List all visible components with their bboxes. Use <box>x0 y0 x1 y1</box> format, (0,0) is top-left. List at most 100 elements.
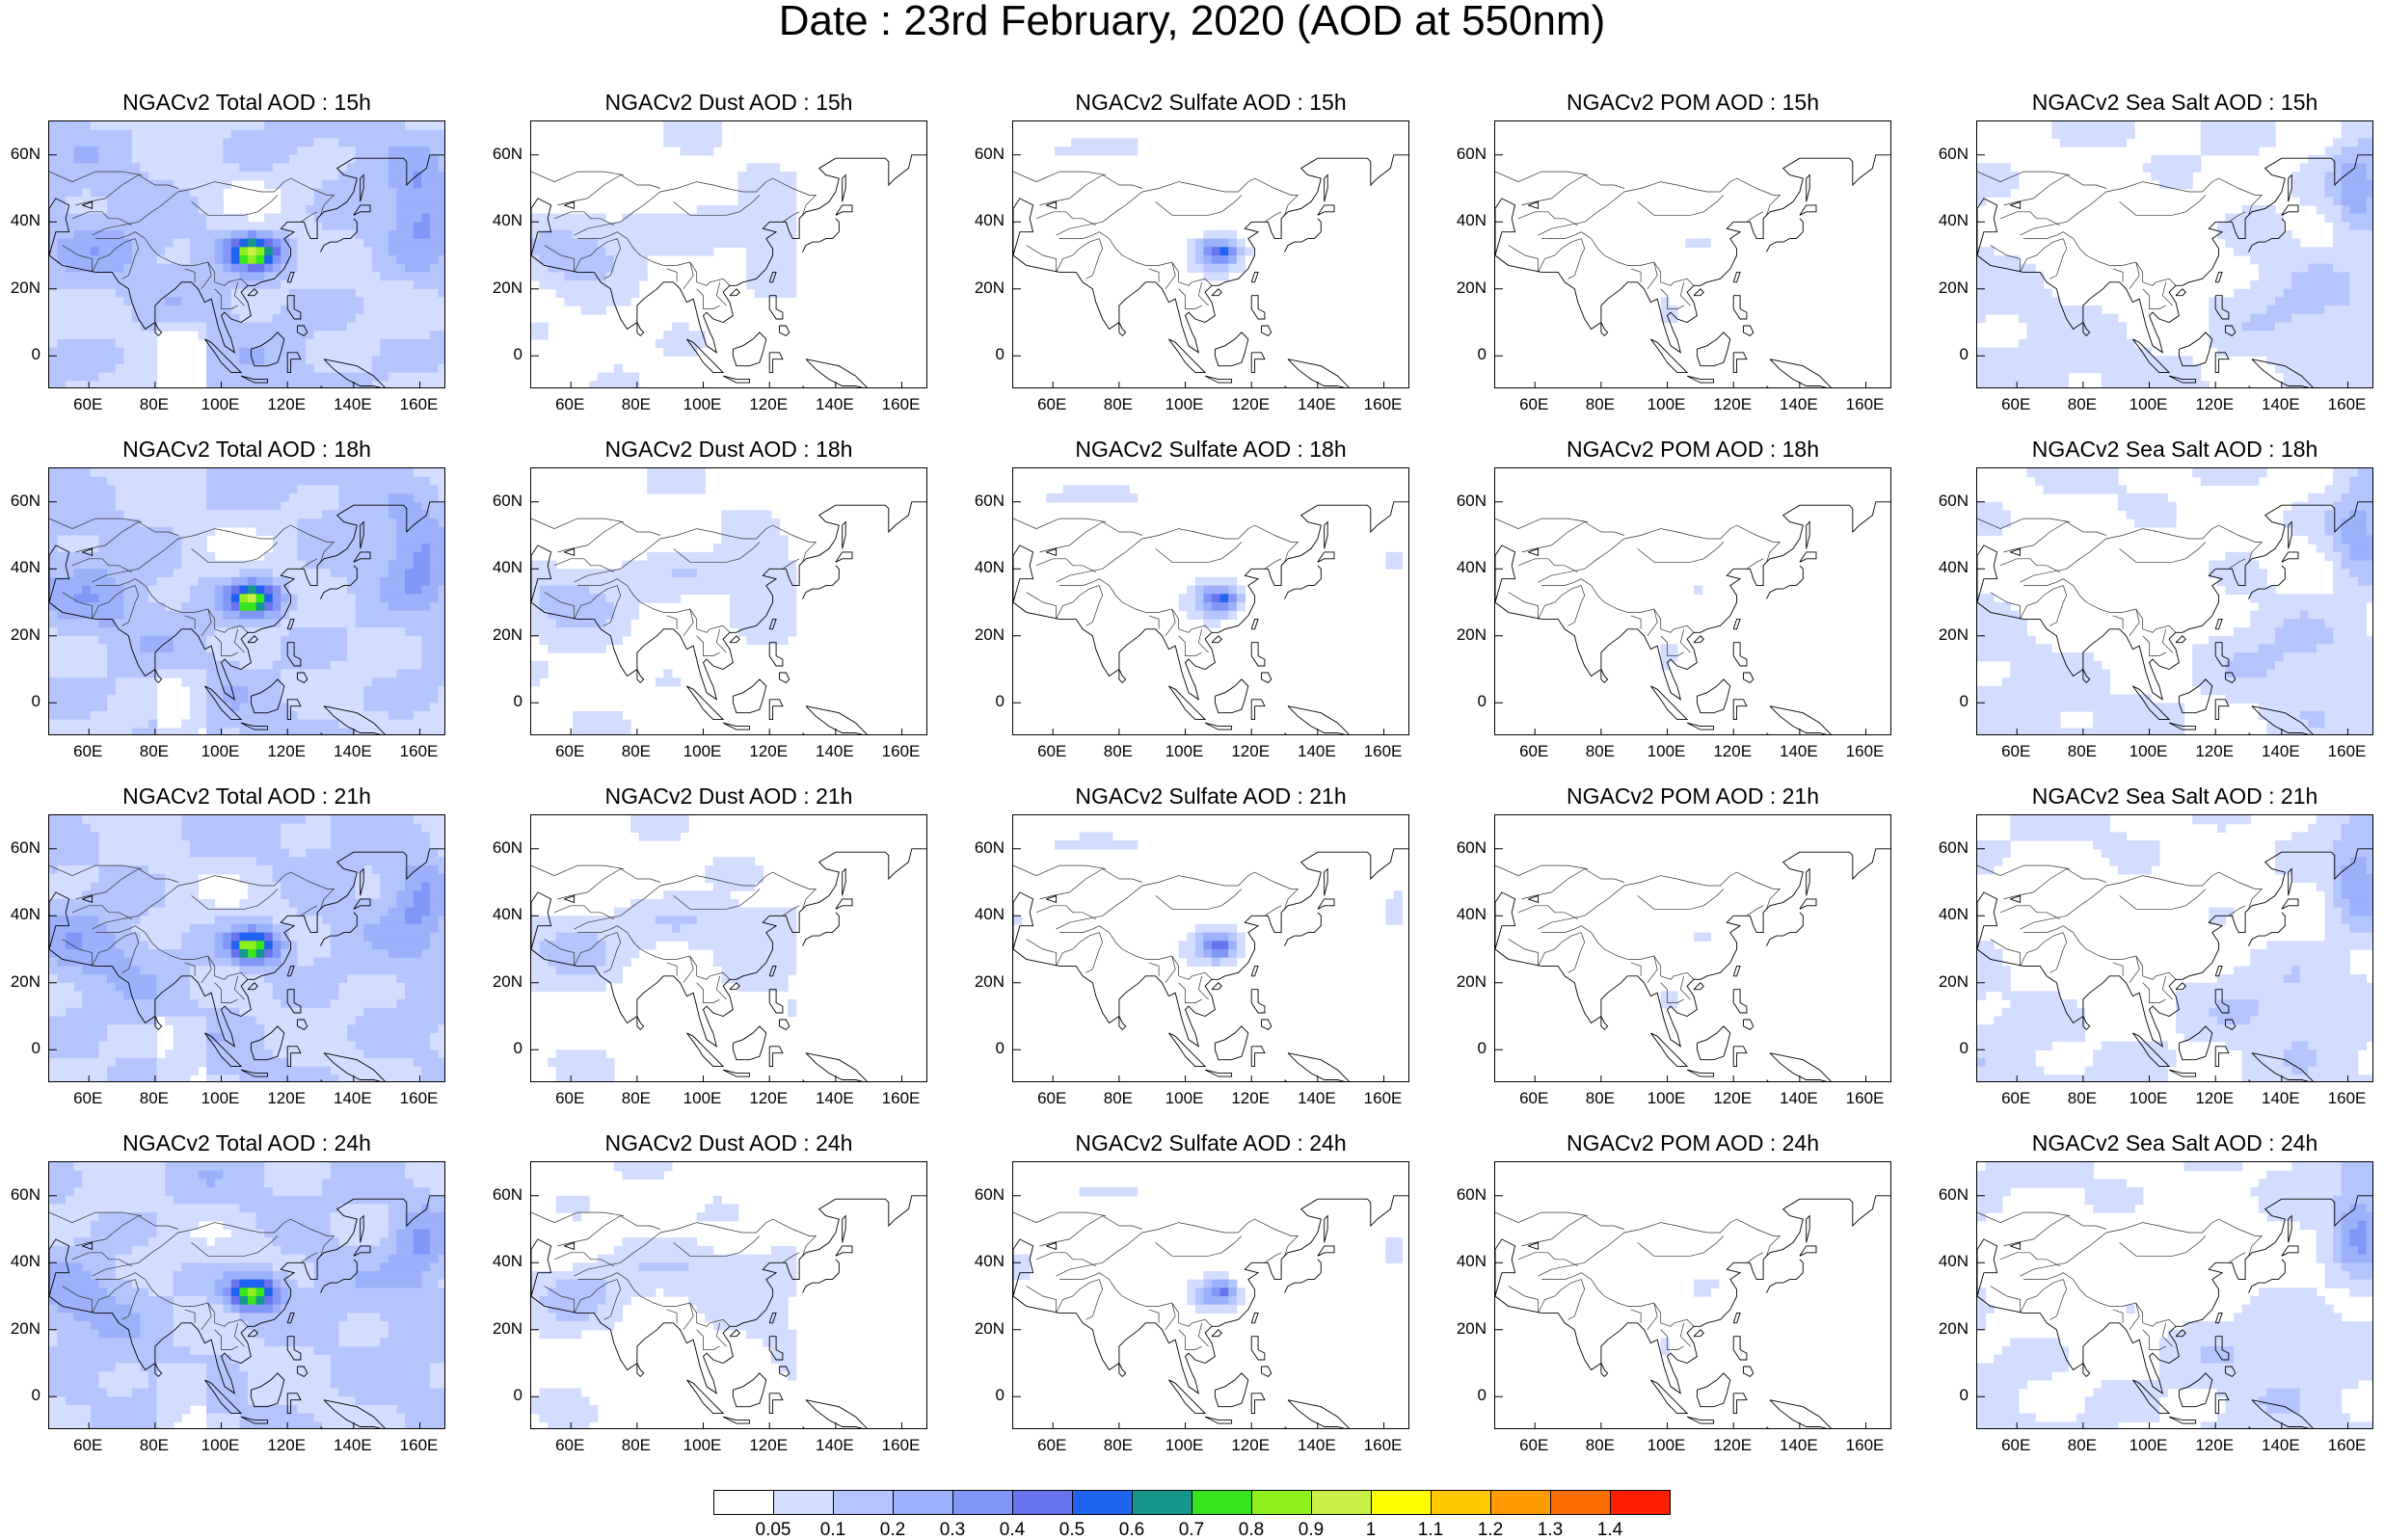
aod-cell <box>140 1313 174 1322</box>
aod-cell <box>288 594 299 603</box>
aod-cell <box>2333 627 2367 637</box>
aod-cell <box>421 172 444 181</box>
aod-cell <box>206 468 415 478</box>
aod-cell <box>1660 305 1678 315</box>
aod-cell <box>1977 510 2011 519</box>
aod-cell <box>2250 610 2301 620</box>
aod-cell <box>264 585 274 595</box>
aod-cell <box>413 172 422 181</box>
aod-cell <box>380 916 406 925</box>
aod-cell <box>1385 1254 1404 1263</box>
aod-cell <box>272 660 332 671</box>
aod-cell <box>539 585 590 595</box>
aod-cell <box>165 602 182 612</box>
aod-cell <box>347 585 381 595</box>
aod-cell <box>2010 815 2110 825</box>
aod-cell <box>380 1313 444 1322</box>
aod-cell <box>98 916 141 925</box>
aod-cell <box>413 815 444 825</box>
aod-cell <box>288 932 332 942</box>
aod-cell <box>1236 602 1246 612</box>
aod-cell <box>388 501 422 512</box>
aod-cell <box>264 1162 332 1172</box>
aod-cell <box>1977 1212 1987 1222</box>
x-tick-label: 100E <box>1647 395 1686 413</box>
aod-cell <box>396 1229 415 1238</box>
aod-cell <box>2308 263 2334 273</box>
aod-cell <box>1203 238 1229 248</box>
aod-cell <box>248 594 257 603</box>
coastline <box>1013 154 1408 387</box>
aod-cell <box>189 974 265 984</box>
aod-cell <box>347 644 422 653</box>
aod-field-map <box>1977 815 2372 1081</box>
aod-cell <box>223 1296 232 1306</box>
aod-cell <box>2316 815 2350 825</box>
aod-cell <box>148 1237 207 1247</box>
aod-cell <box>2241 322 2276 332</box>
x-tick-label: 120E <box>2195 742 2235 760</box>
aod-cell <box>281 280 415 290</box>
aod-cell <box>1228 263 1246 273</box>
y-tick-label: 0 <box>513 692 522 711</box>
aod-cell <box>330 941 373 950</box>
aod-cell <box>49 660 108 671</box>
aod-cell <box>2324 146 2343 156</box>
aod-cell <box>173 1296 207 1306</box>
aod-cell <box>429 840 444 850</box>
aod-cell <box>148 594 191 603</box>
aod-cell <box>2341 882 2372 891</box>
aod-cell <box>2241 1049 2285 1059</box>
aod-cell <box>555 288 640 299</box>
aod-cell <box>1228 941 1238 950</box>
aod-cell <box>156 669 207 678</box>
aod-cell <box>2366 1204 2372 1213</box>
x-tick-label: 160E <box>2327 395 2367 413</box>
aod-cell <box>181 535 207 544</box>
x-tick-label: 160E <box>1363 395 1403 413</box>
x-tick-label: 120E <box>267 395 307 413</box>
x-tick-label: 60E <box>2001 395 2031 413</box>
aod-cell <box>49 356 124 365</box>
aod-cell <box>1977 179 2020 190</box>
aod-cell <box>1985 1162 2094 1172</box>
y-tick-label: 40N <box>1456 1252 1487 1271</box>
aod-cell <box>306 347 381 357</box>
aod-cell <box>66 932 83 942</box>
aod-cell <box>2010 832 2128 841</box>
aod-cell <box>2117 493 2168 503</box>
y-tick-label: 60N <box>492 1184 522 1204</box>
y-tick-label: 60N <box>1938 144 1969 163</box>
aod-cell <box>2250 957 2350 967</box>
aod-cell <box>281 594 290 603</box>
aod-cell <box>429 1363 444 1372</box>
aod-cell <box>1977 526 2003 537</box>
aod-cell <box>1013 1262 1031 1272</box>
aod-cell <box>531 1288 549 1297</box>
aod-cell <box>131 1388 158 1397</box>
aod-cell <box>647 485 706 494</box>
aod-cell <box>49 1057 117 1068</box>
aod-cell <box>264 610 281 620</box>
aod-cell <box>281 840 332 850</box>
aod-cell <box>2250 280 2292 290</box>
aod-cell <box>49 569 75 578</box>
aod-cell <box>49 1338 59 1347</box>
aod-cell <box>1212 957 1221 967</box>
aod-cell <box>2349 815 2372 825</box>
aod-cell <box>531 974 623 984</box>
aod-cell <box>2216 576 2267 587</box>
panel-title: NGACv2 Dust AOD : 18h <box>604 437 853 462</box>
aod-cell <box>438 916 444 925</box>
aod-cell <box>363 1007 444 1018</box>
aod-cell <box>2349 272 2372 281</box>
aod-cell <box>1977 272 2045 281</box>
x-tick-label: 80E <box>139 742 169 760</box>
aod-cell <box>49 916 100 925</box>
aod-cell <box>173 1270 224 1281</box>
aod-cell <box>1977 652 2094 662</box>
aod-cell <box>2225 551 2251 562</box>
aod-cell <box>2324 1279 2372 1288</box>
aod-field-map <box>1013 138 1408 387</box>
aod-cell <box>2216 974 2285 984</box>
